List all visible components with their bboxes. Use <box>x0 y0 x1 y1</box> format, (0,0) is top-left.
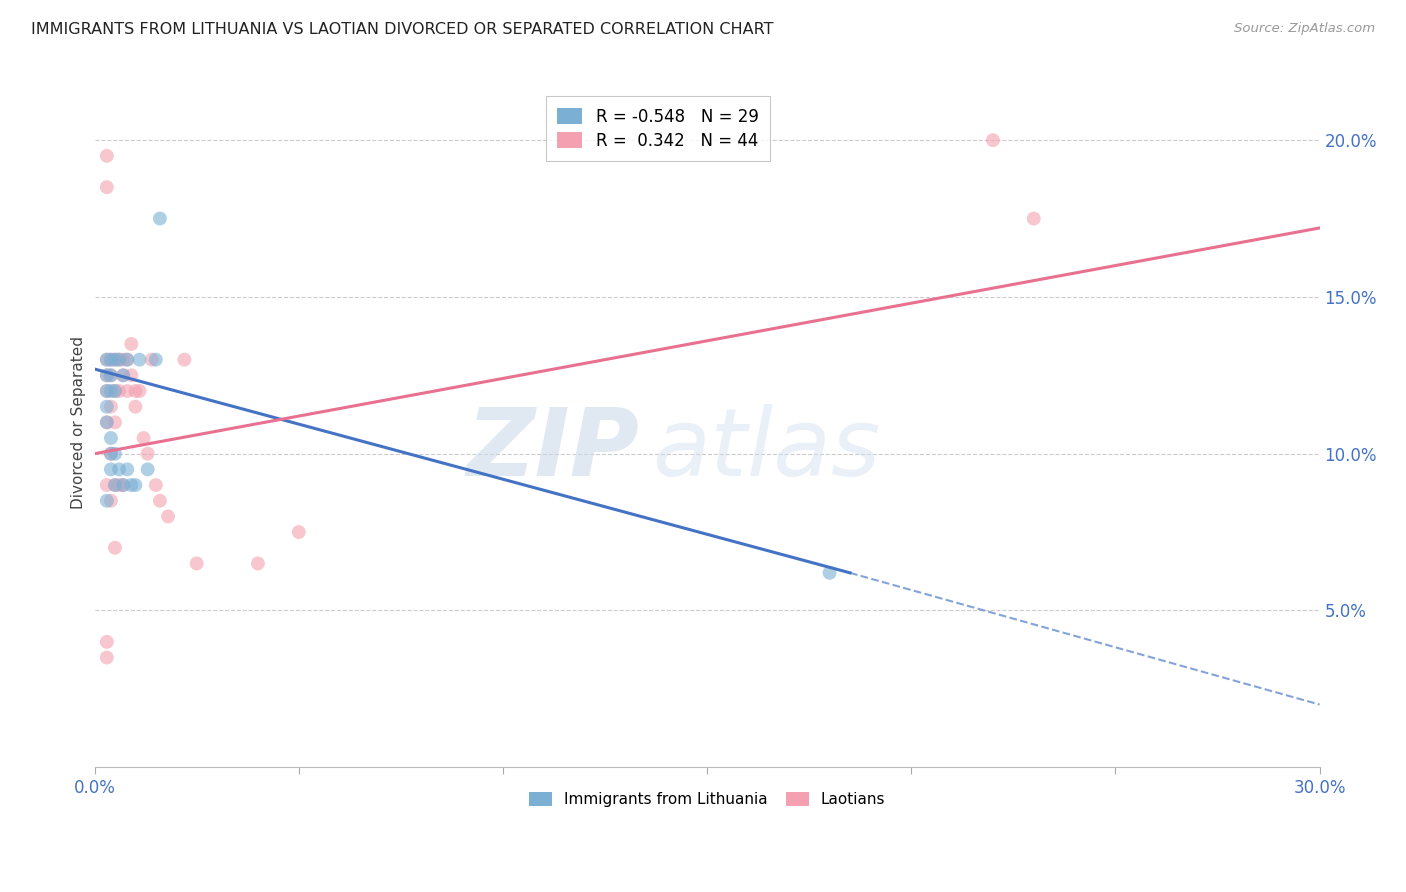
Point <box>104 352 127 367</box>
Point <box>128 384 150 398</box>
Point <box>124 478 146 492</box>
Point <box>115 352 138 367</box>
Point <box>141 352 163 367</box>
Point <box>96 384 118 398</box>
Point <box>104 384 127 398</box>
Point <box>96 415 118 429</box>
Point <box>136 462 159 476</box>
Point <box>108 462 131 476</box>
Point <box>818 566 841 580</box>
Point <box>96 180 118 194</box>
Point <box>136 447 159 461</box>
Point <box>149 493 172 508</box>
Point <box>104 384 127 398</box>
Point <box>100 400 122 414</box>
Point <box>96 493 118 508</box>
Point <box>100 384 122 398</box>
Point <box>112 478 135 492</box>
Point <box>128 352 150 367</box>
Point <box>96 415 118 429</box>
Point <box>112 368 135 383</box>
Point <box>96 400 118 414</box>
Point <box>104 478 127 492</box>
Point <box>173 352 195 367</box>
Point <box>108 384 131 398</box>
Point <box>96 149 118 163</box>
Point <box>157 509 180 524</box>
Point <box>104 352 127 367</box>
Point <box>104 447 127 461</box>
Point <box>145 352 167 367</box>
Y-axis label: Divorced or Separated: Divorced or Separated <box>72 336 86 508</box>
Point <box>104 541 127 555</box>
Point <box>246 557 269 571</box>
Point <box>120 337 142 351</box>
Point <box>149 211 172 226</box>
Text: Source: ZipAtlas.com: Source: ZipAtlas.com <box>1234 22 1375 36</box>
Point <box>1022 211 1045 226</box>
Point <box>100 368 122 383</box>
Point <box>115 462 138 476</box>
Point <box>100 447 122 461</box>
Point <box>120 368 142 383</box>
Point <box>108 352 131 367</box>
Point <box>96 368 118 383</box>
Point <box>112 368 135 383</box>
Point <box>132 431 155 445</box>
Point <box>100 493 122 508</box>
Point <box>100 352 122 367</box>
Point <box>115 384 138 398</box>
Point <box>100 462 122 476</box>
Point <box>115 352 138 367</box>
Point <box>96 384 118 398</box>
Legend: Immigrants from Lithuania, Laotians: Immigrants from Lithuania, Laotians <box>522 784 893 814</box>
Point <box>96 650 118 665</box>
Point <box>100 447 122 461</box>
Point <box>108 352 131 367</box>
Point <box>124 384 146 398</box>
Point <box>186 557 208 571</box>
Point <box>108 478 131 492</box>
Point <box>120 478 142 492</box>
Point <box>145 478 167 492</box>
Point <box>96 368 118 383</box>
Point <box>112 478 135 492</box>
Text: ZIP: ZIP <box>467 404 640 496</box>
Text: IMMIGRANTS FROM LITHUANIA VS LAOTIAN DIVORCED OR SEPARATED CORRELATION CHART: IMMIGRANTS FROM LITHUANIA VS LAOTIAN DIV… <box>31 22 773 37</box>
Point <box>100 352 122 367</box>
Point <box>287 525 309 540</box>
Point <box>112 352 135 367</box>
Point <box>96 478 118 492</box>
Point <box>981 133 1004 147</box>
Point <box>100 431 122 445</box>
Text: atlas: atlas <box>652 404 880 495</box>
Point <box>96 635 118 649</box>
Point <box>96 352 118 367</box>
Point <box>104 478 127 492</box>
Point <box>104 415 127 429</box>
Point <box>124 400 146 414</box>
Point <box>100 368 122 383</box>
Point <box>96 352 118 367</box>
